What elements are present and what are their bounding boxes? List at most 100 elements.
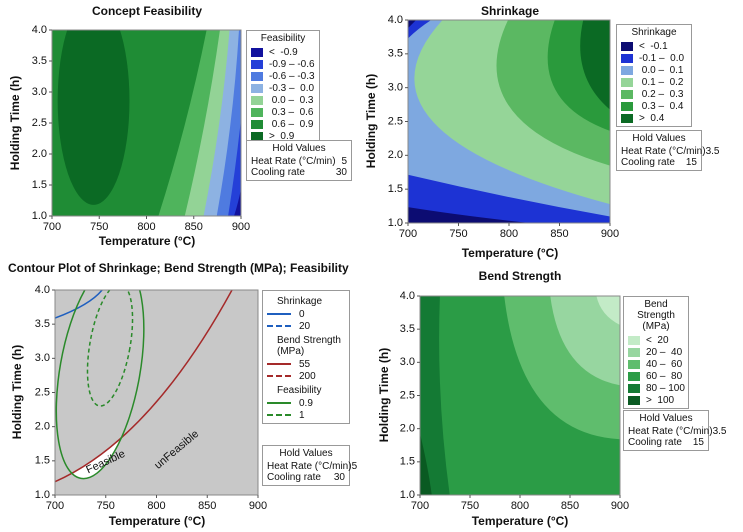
legend-line xyxy=(267,363,291,365)
legend-label: 0.2 – 0.3 xyxy=(639,88,684,100)
legend-entry: 1 xyxy=(267,409,345,421)
contour-region xyxy=(550,296,620,386)
y-tick-label: 3.0 xyxy=(388,82,403,94)
legend-entry: -0.9 – -0.6 xyxy=(251,58,315,70)
legend-entry: < 20 xyxy=(628,334,684,346)
legend-label: < -0.1 xyxy=(639,40,668,52)
legend-entry: 40 – 60 xyxy=(628,358,684,370)
x-tick-label: 850 xyxy=(550,228,568,240)
contour-line xyxy=(55,290,145,480)
legend-swatch xyxy=(621,89,633,99)
x-tick-label: 700 xyxy=(46,500,64,512)
y-tick-label: 2.0 xyxy=(32,148,47,160)
legend-swatch xyxy=(251,71,263,81)
y-tick-label: 4.0 xyxy=(400,290,415,302)
contour-line xyxy=(86,290,134,407)
legend: Bend Strength (MPa) < 20 20 – 40 40 – 60 60 … xyxy=(623,296,689,409)
legend-entry: < -0.9 xyxy=(251,46,315,58)
contour-line xyxy=(55,290,103,319)
legend-entry: < -0.1 xyxy=(621,40,687,52)
y-tick-label: 3.5 xyxy=(35,318,50,330)
y-tick-label: 4.0 xyxy=(32,24,47,36)
chart-title: Bend Strength xyxy=(479,269,562,283)
chart-title: Contour Plot of Shrinkage; Bend Strength… xyxy=(8,261,349,275)
chart-title: Shrinkage xyxy=(481,4,539,18)
legend-entry: 55 xyxy=(267,358,345,370)
legend-label: -0.9 – -0.6 xyxy=(269,58,315,70)
legend-series-name: Bend Strength (MPa) xyxy=(277,335,341,357)
legend-line xyxy=(267,313,291,315)
legend-entry: 0.0 – 0.3 xyxy=(251,94,315,106)
legend-swatch xyxy=(628,359,640,369)
legend-label: 20 xyxy=(299,320,311,332)
legend-entry: -0.1 – 0.0 xyxy=(621,52,687,64)
y-tick-label: 1.0 xyxy=(400,489,415,501)
legend-entry: 60 – 80 xyxy=(628,370,684,382)
legend-entry: -0.3 – 0.0 xyxy=(251,82,315,94)
plot-area xyxy=(55,290,258,495)
legend-label: > 0.9 xyxy=(269,130,295,142)
legend-entry: 0.1 – 0.2 xyxy=(621,76,687,88)
legend-swatch xyxy=(621,113,633,123)
legend-swatch xyxy=(251,83,263,93)
contour-region xyxy=(596,296,620,325)
contour-region xyxy=(57,30,130,205)
legend-title: Shrinkage xyxy=(631,27,677,38)
hold-value: 3.5 xyxy=(705,146,720,157)
y-axis-label: Holding Time (h) xyxy=(8,76,22,170)
hold-name: Heat Rate (°C/min) xyxy=(251,156,336,167)
x-tick-label: 700 xyxy=(43,221,61,233)
legend: Feasibility < -0.9 -0.9 – -0.6 -0.6 – -0.3-… xyxy=(246,30,320,145)
x-axis-label: Temperature (°C) xyxy=(109,514,206,528)
legend-swatch xyxy=(628,347,640,357)
hold-name: Cooling rate xyxy=(267,472,321,483)
y-tick-label: 2.5 xyxy=(35,386,50,398)
legend-label: 0.9 xyxy=(299,397,313,409)
contour-region xyxy=(408,20,417,29)
legend-entry: 0.3 – 0.6 xyxy=(251,106,315,118)
x-tick-label: 900 xyxy=(232,221,250,233)
legend-label: 40 – 60 xyxy=(646,358,683,370)
hold-value: 3.5 xyxy=(712,426,727,437)
y-axis-label: Holding Time (h) xyxy=(377,348,391,442)
legend-label: 20 – 40 xyxy=(646,346,683,358)
legend-entry: > 100 xyxy=(628,394,684,406)
legend-swatch xyxy=(251,59,263,69)
legend-label: 60 – 80 xyxy=(646,370,683,382)
y-tick-label: 2.5 xyxy=(32,117,47,129)
hold-values: Hold Values Heat Rate (°C/min) 5 Cooling ra… xyxy=(262,445,357,486)
y-tick-label: 2.5 xyxy=(388,115,403,127)
y-tick-label: 1.5 xyxy=(388,183,403,195)
legend-label: 55 xyxy=(299,358,311,370)
legend-line xyxy=(267,414,291,416)
hold-name: Heat Rate (°C/min) xyxy=(621,146,706,157)
legend-entry: > 0.4 xyxy=(621,112,687,124)
y-tick-label: 1.5 xyxy=(400,456,415,468)
legend-label: 0.3 – 0.6 xyxy=(269,106,314,118)
legend-swatch xyxy=(621,41,633,51)
legend-label: 0 xyxy=(299,308,305,320)
hold-name: Cooling rate xyxy=(621,157,675,168)
legend-entry: 20 xyxy=(267,320,345,332)
hold-name: Cooling rate xyxy=(251,167,305,178)
legend-swatch xyxy=(628,383,640,393)
legend-swatch xyxy=(621,101,633,111)
contour-region xyxy=(580,20,610,110)
hold-row: Cooling rate 30 xyxy=(267,472,345,483)
legend-swatch xyxy=(251,95,263,105)
x-axis-label: Temperature (°C) xyxy=(472,514,569,528)
legend-title: Bend Strength (MPa) xyxy=(637,299,675,332)
legend-entry: 0.9 xyxy=(267,397,345,409)
y-tick-label: 3.5 xyxy=(400,323,415,335)
x-tick-label: 750 xyxy=(97,500,115,512)
y-tick-label: 3.5 xyxy=(32,55,47,67)
y-tick-label: 4.0 xyxy=(388,14,403,26)
legend-label: 1 xyxy=(299,409,305,421)
x-tick-label: 800 xyxy=(500,228,518,240)
y-tick-label: 3.0 xyxy=(400,356,415,368)
chart-title: Concept Feasibility xyxy=(92,4,202,18)
hold-row: Cooling rate 15 xyxy=(621,157,697,168)
hold-value: 15 xyxy=(685,157,697,168)
x-tick-label: 850 xyxy=(561,500,579,512)
y-tick-label: 1.0 xyxy=(35,489,50,501)
